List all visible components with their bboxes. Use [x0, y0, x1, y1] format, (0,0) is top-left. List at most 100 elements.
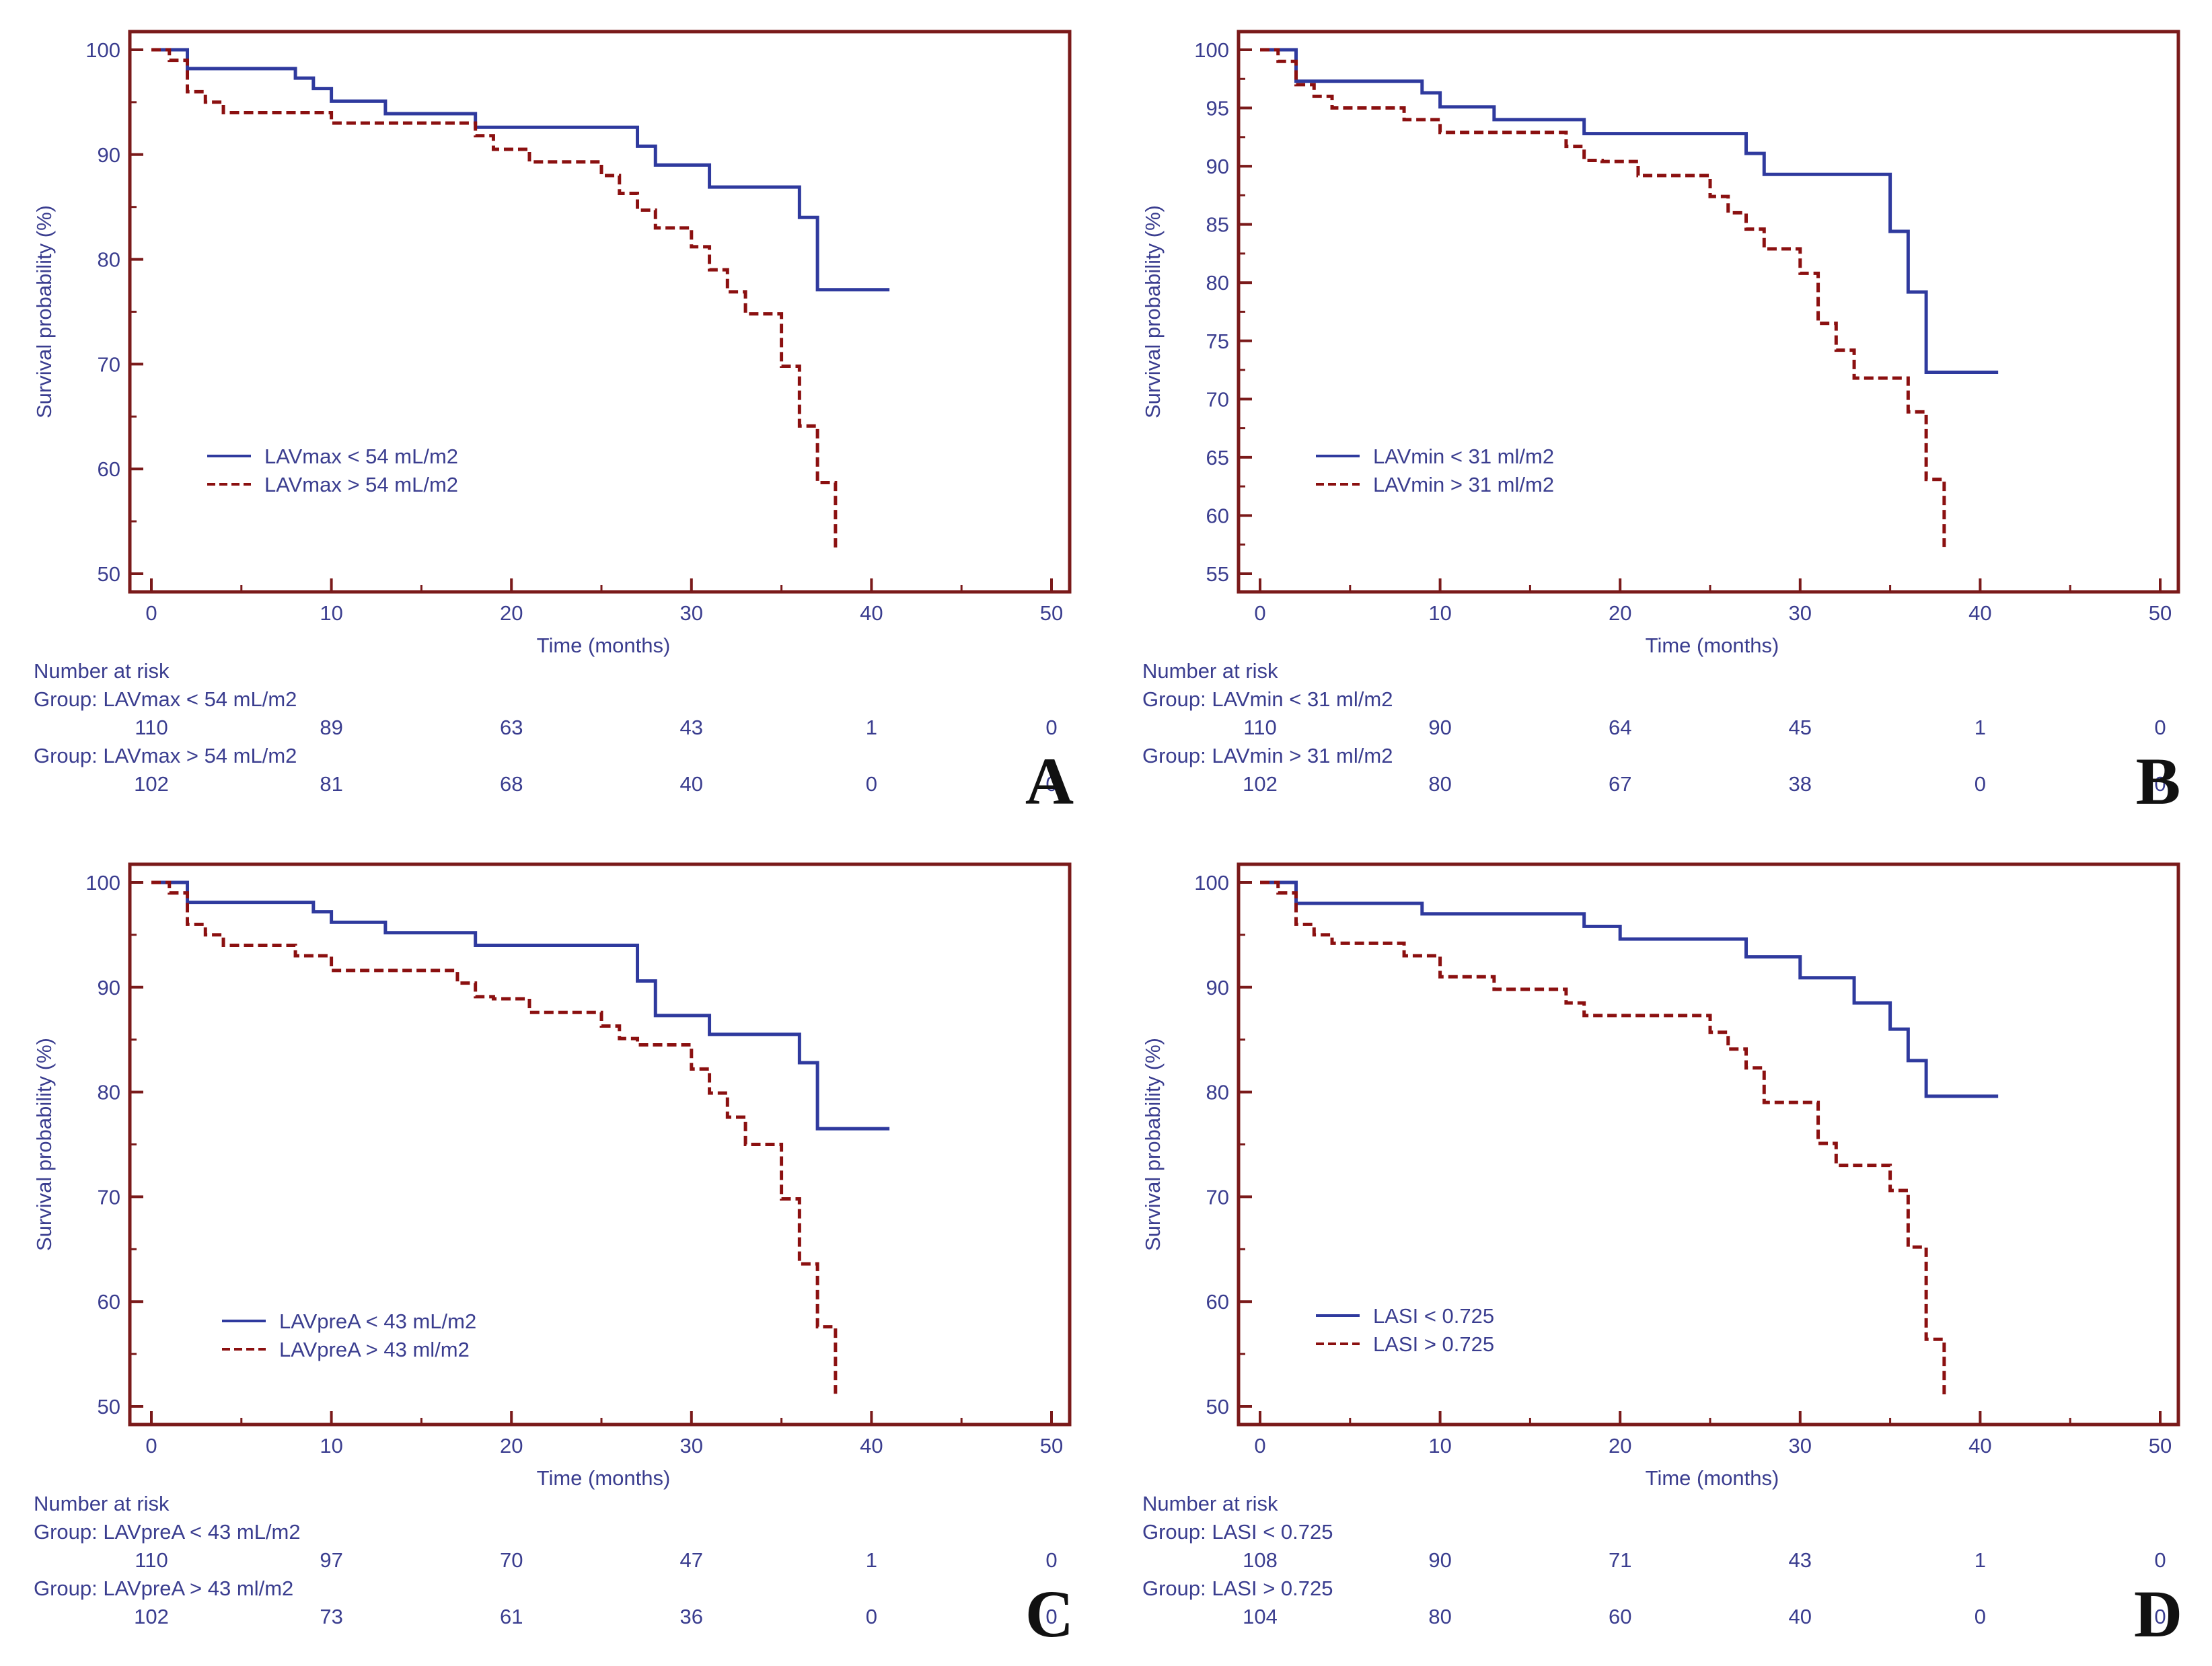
- y-tick-label: 60: [1206, 504, 1229, 527]
- legend-label: LAVpreA < 43 mL/m2: [279, 1310, 476, 1333]
- series-line-low: [151, 48, 890, 292]
- x-tick-label: 40: [860, 601, 883, 625]
- risk-table-count: 0: [2154, 1605, 2166, 1628]
- risk-table-count: 0: [1975, 772, 1986, 796]
- x-tick-label: 20: [1609, 1434, 1631, 1457]
- risk-table-group-label: Group: LASI < 0.725: [1142, 1520, 1333, 1544]
- x-axis-title: Time (months): [1646, 1466, 1779, 1490]
- x-axis-title: Time (months): [1646, 634, 1779, 657]
- y-tick-label: 70: [98, 1185, 120, 1209]
- panel-letter: B: [2136, 744, 2181, 819]
- y-tick-label: 65: [1206, 446, 1229, 469]
- y-tick-label: 100: [1194, 38, 1229, 62]
- x-tick-label: 0: [1254, 1434, 1265, 1457]
- series-line-high: [151, 880, 838, 1394]
- risk-table-group-label: Group: LAVpreA > 43 ml/m2: [34, 1577, 293, 1600]
- x-tick-label: 20: [500, 601, 523, 625]
- risk-table-count: 60: [1609, 1605, 1631, 1628]
- risk-table-count: 40: [1789, 1605, 1812, 1628]
- risk-table-count: 108: [1243, 1548, 1278, 1572]
- y-tick-label: 70: [1206, 387, 1229, 411]
- risk-table-count: 0: [1045, 716, 1057, 739]
- x-tick-label: 40: [860, 1434, 883, 1457]
- risk-table-group-label: Group: LASI > 0.725: [1142, 1577, 1333, 1600]
- y-tick-label: 50: [1206, 1395, 1229, 1418]
- risk-table-count: 0: [1045, 1605, 1057, 1628]
- risk-table-count: 68: [500, 772, 523, 796]
- risk-table-count: 38: [1789, 772, 1812, 796]
- x-tick-label: 0: [145, 601, 157, 625]
- legend-label: LAVmax < 54 mL/m2: [264, 445, 458, 468]
- plot-frame: [128, 862, 1072, 1427]
- y-tick-label: 90: [98, 143, 120, 167]
- risk-table-group-label: Group: LAVmax > 54 mL/m2: [34, 744, 297, 767]
- risk-table-count: 89: [320, 716, 342, 739]
- y-tick-label: 60: [98, 1290, 120, 1314]
- series-line-high: [1260, 880, 1946, 1398]
- risk-table-count: 0: [1975, 1605, 1986, 1628]
- y-tick-label: 60: [98, 457, 120, 481]
- x-tick-label: 50: [1040, 1434, 1063, 1457]
- risk-table-title: Number at risk: [34, 659, 170, 683]
- risk-table-count: 67: [1609, 772, 1631, 796]
- y-tick-label: 80: [1206, 271, 1229, 295]
- risk-table-count: 71: [1609, 1548, 1631, 1572]
- x-tick-label: 30: [1789, 601, 1812, 625]
- legend-label: LASI > 0.725: [1373, 1332, 1494, 1356]
- risk-table-count: 104: [1243, 1605, 1278, 1628]
- x-tick-label: 20: [500, 1434, 523, 1457]
- y-tick-label: 100: [85, 38, 120, 62]
- x-tick-label: 10: [1428, 1434, 1451, 1457]
- y-axis-title: Survival probability (%): [32, 1038, 56, 1251]
- panel-letter: C: [1025, 1577, 1074, 1651]
- risk-table-title: Number at risk: [34, 1492, 170, 1515]
- y-tick-label: 55: [1206, 562, 1229, 586]
- legend-label: LAVmax > 54 mL/m2: [264, 473, 458, 496]
- risk-table-group-label: Group: LAVmin < 31 ml/m2: [1142, 687, 1393, 711]
- risk-table-count: 110: [1243, 716, 1276, 739]
- legend-label: LAVmin < 31 ml/m2: [1373, 445, 1554, 468]
- risk-table-count: 63: [500, 716, 523, 739]
- risk-table-count: 61: [500, 1605, 523, 1628]
- risk-table-count: 80: [1428, 1605, 1451, 1628]
- y-tick-label: 100: [1194, 871, 1229, 895]
- x-tick-label: 0: [145, 1434, 157, 1457]
- risk-table-count: 90: [1428, 1548, 1451, 1572]
- legend-label: LASI < 0.725: [1373, 1304, 1494, 1328]
- risk-table-count: 80: [1428, 772, 1451, 796]
- risk-table-count: 47: [680, 1548, 703, 1572]
- y-tick-label: 90: [98, 976, 120, 999]
- risk-table-count: 1: [1975, 1548, 1986, 1572]
- risk-table-count: 43: [1789, 1548, 1812, 1572]
- y-tick-label: 70: [1206, 1185, 1229, 1209]
- y-tick-label: 60: [1206, 1290, 1229, 1314]
- y-axis-title: Survival probability (%): [1141, 205, 1165, 418]
- risk-table-group-label: Group: LAVmax < 54 mL/m2: [34, 687, 297, 711]
- x-tick-label: 10: [320, 601, 342, 625]
- risk-table-count: 40: [680, 772, 703, 796]
- y-tick-label: 50: [98, 562, 120, 586]
- plot-frame: [1237, 30, 2180, 594]
- risk-table-count: 1: [1975, 716, 1986, 739]
- x-tick-label: 50: [2149, 601, 2172, 625]
- risk-table-title: Number at risk: [1142, 659, 1278, 683]
- series-line-high: [1260, 48, 1946, 547]
- y-tick-label: 75: [1206, 330, 1229, 353]
- y-tick-label: 70: [98, 352, 120, 376]
- x-axis-title: Time (months): [537, 634, 671, 657]
- panel-letter: D: [2134, 1577, 2182, 1651]
- risk-table-count: 0: [1045, 772, 1057, 796]
- risk-table-count: 70: [500, 1548, 523, 1572]
- risk-table-count: 36: [680, 1605, 703, 1628]
- series-line-low: [1260, 880, 1999, 1098]
- risk-table-count: 0: [866, 1605, 877, 1628]
- risk-table-count: 102: [134, 772, 169, 796]
- y-tick-label: 85: [1206, 213, 1229, 237]
- risk-table-group-label: Group: LAVmin > 31 ml/m2: [1142, 744, 1393, 767]
- risk-table-count: 64: [1609, 716, 1631, 739]
- risk-table-count: 1: [866, 716, 877, 739]
- x-tick-label: 10: [1428, 601, 1451, 625]
- risk-table-count: 0: [1045, 1548, 1057, 1572]
